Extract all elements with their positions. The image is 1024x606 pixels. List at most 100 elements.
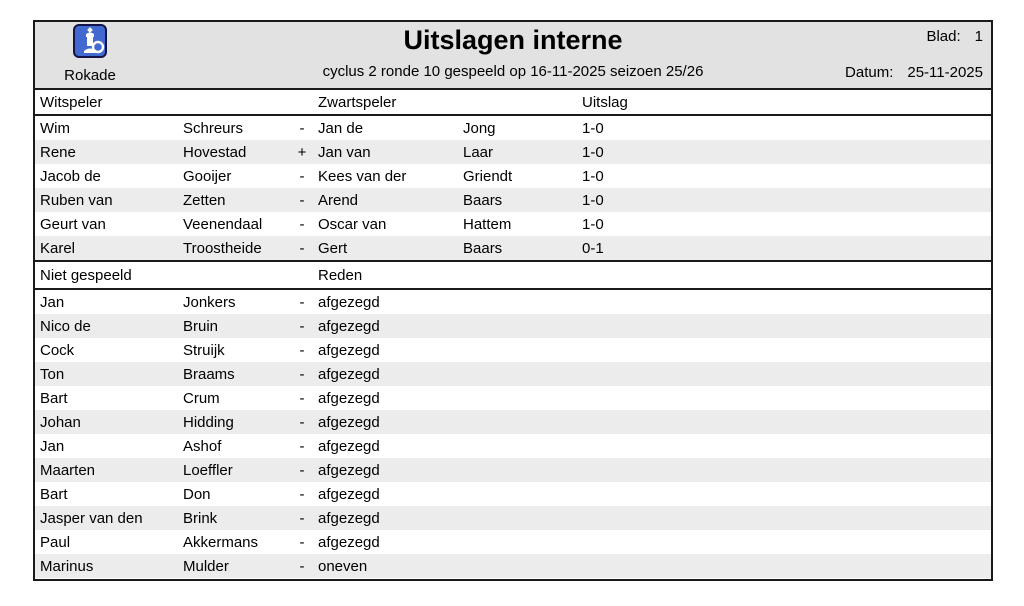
player-first-name: Ton [40, 365, 65, 383]
black-first-name: Kees van der [318, 167, 407, 185]
reason-separator: - [299, 509, 305, 527]
not-played-row: Paul Akkermans - afgezegd [35, 530, 991, 554]
not-played-reason: afgezegd [318, 437, 380, 455]
result-separator: - [299, 215, 305, 233]
game-row: Wim Schreurs - Jan de Jong 1-0 [35, 116, 991, 140]
column-zwartspeler: Zwartspeler [318, 93, 397, 111]
column-reden: Reden [318, 266, 363, 284]
chess-king-icon [73, 24, 107, 58]
not-played-reason: afgezegd [318, 365, 380, 383]
not-played-reason: afgezegd [318, 413, 380, 431]
black-first-name: Gert [318, 239, 348, 257]
column-uitslag: Uitslag [582, 93, 628, 111]
player-first-name: Marinus [40, 557, 94, 575]
reason-separator: - [299, 533, 305, 551]
report-date: 25-11-2025 [907, 64, 983, 81]
reason-separator: - [299, 293, 305, 311]
sheet-number: 1 [974, 28, 983, 45]
round-info: cyclus 2 ronde 10 gespeeld op 16-11-2025… [322, 63, 704, 80]
club-identity: Rokade [35, 24, 145, 85]
game-row: Karel Troostheide - Gert Baars 0-1 [35, 236, 991, 260]
result-separator: - [299, 119, 305, 137]
player-last-name: Braams [183, 365, 235, 383]
report-header: Rokade Uitslagen interne cyclus 2 ronde … [35, 22, 991, 90]
white-first-name: Jacob de [40, 167, 101, 185]
not-played-rows: Jan Jonkers - afgezegd Nico de Bruin - a… [35, 290, 991, 578]
page-title: Uitslagen interne [403, 25, 623, 55]
game-result: 1-0 [582, 143, 604, 161]
white-last-name: Zetten [183, 191, 226, 209]
white-last-name: Schreurs [183, 119, 244, 137]
player-last-name: Loeffler [183, 461, 233, 479]
sheet-row: Blad: 1 [926, 29, 983, 45]
black-last-name: Baars [463, 239, 503, 257]
results-column-header: Witspeler Zwartspeler Uitslag [35, 90, 991, 116]
player-last-name: Mulder [183, 557, 229, 575]
not-played-reason: oneven [318, 557, 368, 575]
player-first-name: Bart [40, 485, 68, 503]
games-rows: Wim Schreurs - Jan de Jong 1-0 Rene Hove… [35, 116, 991, 260]
white-first-name: Rene [40, 143, 76, 161]
not-played-reason: afgezegd [318, 341, 380, 359]
player-last-name: Jonkers [183, 293, 236, 311]
reason-separator: - [299, 413, 305, 431]
not-played-row: Jan Ashof - afgezegd [35, 434, 991, 458]
result-separator: - [299, 239, 305, 257]
game-result: 1-0 [582, 119, 604, 137]
game-result: 0-1 [582, 239, 604, 257]
game-result: 1-0 [582, 167, 604, 185]
player-last-name: Ashof [183, 437, 222, 455]
not-played-row: Maarten Loeffler - afgezegd [35, 458, 991, 482]
white-last-name: Troostheide [183, 239, 262, 257]
column-witspeler: Witspeler [40, 93, 103, 111]
reason-separator: - [299, 461, 305, 479]
game-row: Jacob de Gooijer - Kees van der Griendt … [35, 164, 991, 188]
white-last-name: Hovestad [183, 143, 247, 161]
player-first-name: Johan [40, 413, 81, 431]
club-name: Rokade [64, 67, 116, 84]
reason-separator: - [299, 485, 305, 503]
player-last-name: Crum [183, 389, 220, 407]
black-first-name: Oscar van [318, 215, 387, 233]
player-first-name: Jasper van den [40, 509, 143, 527]
game-result: 1-0 [582, 215, 604, 233]
reason-separator: - [299, 317, 305, 335]
not-played-reason: afgezegd [318, 485, 380, 503]
player-first-name: Jan [40, 437, 65, 455]
white-last-name: Gooijer [183, 167, 232, 185]
player-first-name: Maarten [40, 461, 96, 479]
game-row: Rene Hovestad + Jan van Laar 1-0 [35, 140, 991, 164]
reason-separator: - [299, 341, 305, 359]
black-first-name: Arend [318, 191, 359, 209]
white-first-name: Ruben van [40, 191, 113, 209]
not-played-row: Bart Crum - afgezegd [35, 386, 991, 410]
not-played-reason: afgezegd [318, 509, 380, 527]
reason-separator: - [299, 437, 305, 455]
player-first-name: Jan [40, 293, 65, 311]
player-last-name: Struijk [183, 341, 225, 359]
not-played-reason: afgezegd [318, 389, 380, 407]
player-last-name: Don [183, 485, 211, 503]
not-played-reason: afgezegd [318, 293, 380, 311]
white-first-name: Wim [40, 119, 70, 137]
black-last-name: Jong [463, 119, 496, 137]
player-first-name: Paul [40, 533, 71, 551]
not-played-reason: afgezegd [318, 533, 380, 551]
black-last-name: Griendt [463, 167, 513, 185]
black-last-name: Hattem [463, 215, 512, 233]
result-separator: - [299, 167, 305, 185]
player-first-name: Nico de [40, 317, 91, 335]
player-last-name: Bruin [183, 317, 219, 335]
game-result: 1-0 [582, 191, 604, 209]
black-first-name: Jan van [318, 143, 371, 161]
not-played-row: Marinus Mulder - oneven [35, 554, 991, 578]
not-played-row: Johan Hidding - afgezegd [35, 410, 991, 434]
reason-separator: - [299, 389, 305, 407]
not-played-reason: afgezegd [318, 317, 380, 335]
result-separator: + [297, 143, 307, 161]
not-played-row: Jan Jonkers - afgezegd [35, 290, 991, 314]
date-label: Datum: [845, 64, 894, 81]
not-played-header: Niet gespeeld Reden [35, 260, 991, 290]
sheet-label: Blad: [926, 28, 961, 45]
